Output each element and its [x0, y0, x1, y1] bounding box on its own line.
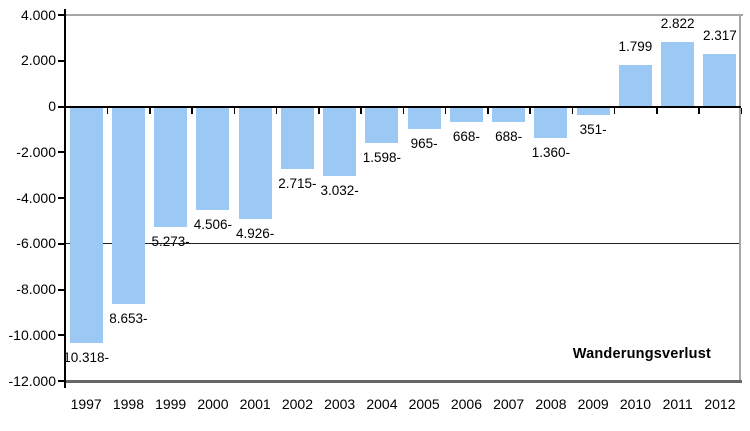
bar-2012: [703, 53, 737, 107]
category-tick: [275, 107, 278, 114]
zero-line: [65, 105, 741, 108]
x-axis-year-label: 2004: [366, 396, 398, 412]
bar-1997: [69, 106, 103, 343]
x-axis-year-label: 2002: [281, 396, 314, 412]
category-tick: [149, 107, 151, 114]
bar-value-label: 1.799: [618, 39, 653, 55]
y-axis-tick-label: -6.000: [16, 235, 56, 252]
y-axis-tick: [58, 59, 65, 62]
y-axis-tick-label: -10.000: [8, 326, 56, 343]
bar-2005: [407, 106, 441, 129]
x-axis-year-label: 1999: [155, 396, 187, 412]
category-tick: [106, 107, 109, 114]
y-axis-tick: [58, 242, 65, 245]
chart-annotation-label: Wanderungsverlust: [572, 346, 711, 362]
bar-2003: [323, 106, 357, 176]
x-axis-year-label: 2010: [619, 396, 652, 412]
bar-value-label: 4.506-: [193, 216, 233, 232]
category-tick: [402, 107, 404, 114]
x-axis-year-label: 2007: [493, 396, 525, 412]
bar-1999: [154, 106, 188, 228]
category-tick: [360, 107, 362, 114]
category-tick: [233, 107, 235, 114]
bar-2000: [196, 106, 230, 210]
y-axis-line: [64, 9, 66, 388]
category-tick: [487, 107, 489, 114]
y-axis-tick: [58, 380, 65, 382]
x-axis-year-label: 1998: [112, 396, 145, 412]
bar-value-label: 5.273-: [151, 234, 190, 250]
x-axis-year-label: 2005: [408, 396, 440, 412]
bar-2008: [534, 106, 568, 138]
bar-value-label: 2.715-: [278, 175, 317, 191]
bar-value-label: 351-: [579, 121, 607, 137]
x-axis-year-label: 2008: [535, 396, 567, 412]
category-tick: [571, 107, 573, 114]
category-tick: [191, 107, 193, 114]
x-axis-year-label: 2001: [239, 396, 271, 412]
bar-value-label: 4.926-: [235, 226, 275, 242]
bar-value-label: 1.598-: [362, 150, 402, 166]
bar-value-label: 2.317: [702, 27, 737, 43]
x-axis-year-label: 2003: [324, 396, 356, 412]
bar-value-label: 688-: [495, 129, 523, 145]
y-axis-tick-label: 4.000: [20, 6, 56, 23]
category-tick: [529, 107, 531, 114]
bar-value-label: 1.360-: [531, 144, 571, 160]
category-tick: [698, 107, 700, 114]
bar-value-label: 10.318-: [63, 349, 109, 365]
x-axis-line: [64, 380, 742, 383]
y-axis-tick: [58, 105, 65, 108]
bar-2002: [280, 106, 314, 169]
x-axis-year-label: 1997: [70, 396, 102, 412]
category-tick: [740, 107, 742, 114]
y-axis-tick-label: -8.000: [16, 281, 56, 297]
bar-value-label: 965-: [410, 135, 438, 151]
plot-border-right: [739, 14, 741, 383]
bar-2007: [492, 106, 526, 123]
x-axis-year-label: 2012: [704, 396, 736, 412]
bar-2001: [238, 106, 272, 220]
y-axis-tick-label: -2.000: [16, 143, 56, 160]
category-tick: [613, 107, 616, 114]
category-tick: [656, 107, 658, 114]
x-axis-year-label: 2006: [450, 396, 483, 412]
category-tick: [318, 107, 320, 114]
y-axis-tick-label: -4.000: [16, 189, 56, 206]
bar-2011: [661, 41, 695, 107]
x-axis-year-label: 2000: [197, 396, 229, 412]
bar-value-label: 8.653-: [109, 311, 148, 327]
bar-2004: [365, 106, 399, 144]
bar-2006: [449, 106, 483, 122]
category-tick: [444, 107, 447, 114]
y-axis-tick: [58, 197, 65, 199]
bar-value-label: 3.032-: [320, 182, 359, 198]
y-axis-tick: [58, 151, 65, 154]
y-axis-tick: [58, 288, 65, 291]
bar-2009: [576, 106, 610, 115]
plot-border-top: [65, 14, 743, 16]
y-axis-tick-label: -12.000: [8, 372, 56, 389]
x-axis-year-label: 2009: [577, 396, 609, 412]
y-axis-tick-label: 0: [48, 98, 56, 114]
bar-2010: [618, 65, 652, 107]
x-axis-year-label: 2011: [662, 396, 693, 412]
y-axis-tick: [58, 14, 65, 16]
bar-value-label: 2.822: [660, 15, 695, 31]
bar-value-label: 668-: [452, 128, 480, 144]
gridline--6000: [65, 243, 741, 245]
bar-1998: [111, 106, 145, 305]
y-axis-tick: [58, 334, 65, 337]
y-axis-tick-label: 2.000: [20, 52, 56, 69]
